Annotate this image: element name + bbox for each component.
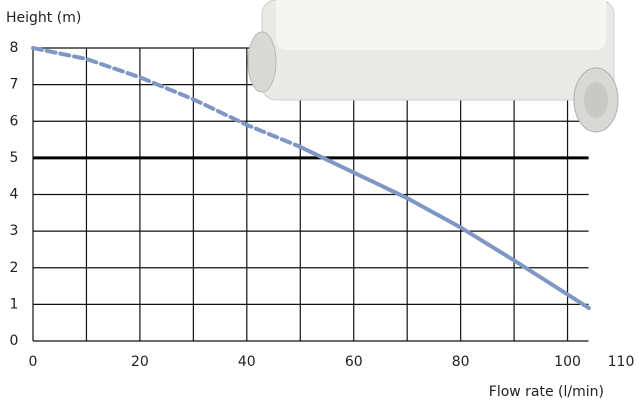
y-tick-label: 0 <box>10 333 19 349</box>
pump-outlet-hole <box>584 82 608 118</box>
y-tick-label: 1 <box>10 296 19 312</box>
y-tick-label: 8 <box>10 40 19 56</box>
pump-lid <box>276 0 606 50</box>
x-tick-label: 60 <box>345 354 363 370</box>
x-tick-label: 40 <box>238 354 256 370</box>
y-tick-label: 2 <box>10 260 19 276</box>
pump-image <box>247 0 619 133</box>
y-tick-label: 6 <box>10 113 19 129</box>
y-axis-label: Height (m) <box>6 10 81 26</box>
pump-inlet <box>247 31 277 93</box>
x-tick-label: 80 <box>452 354 470 370</box>
curve <box>31 46 303 149</box>
y-tick-label: 5 <box>10 150 19 166</box>
x-tick-label: 0 <box>29 354 38 370</box>
y-tick-label: 4 <box>10 187 19 203</box>
x-tick-label: 100 <box>554 354 581 370</box>
y-tick-label: 3 <box>10 223 19 239</box>
y-tick-label: 7 <box>10 77 19 93</box>
x-tick-label: 110 <box>608 354 635 370</box>
curve <box>298 144 591 311</box>
x-axis-label: Flow rate (l/min) <box>489 384 604 400</box>
x-tick-label: 20 <box>131 354 149 370</box>
